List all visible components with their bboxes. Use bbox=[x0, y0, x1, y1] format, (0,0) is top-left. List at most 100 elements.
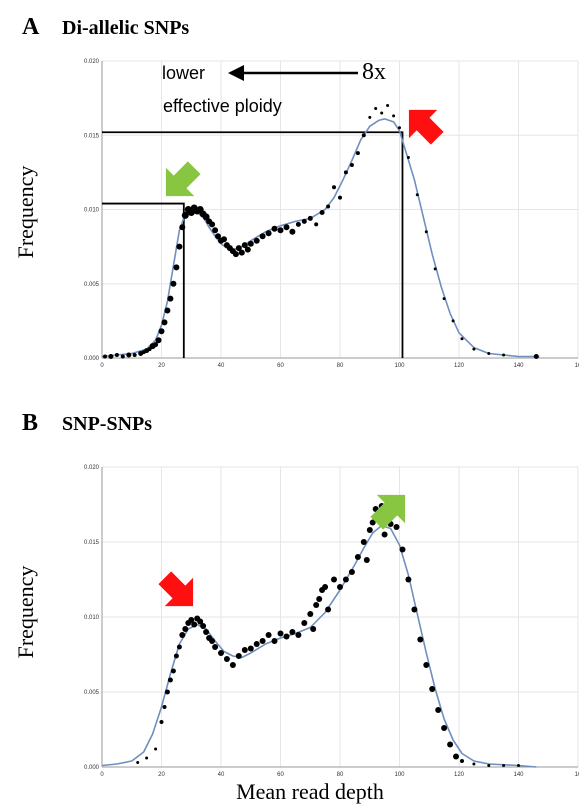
data-point bbox=[295, 632, 302, 638]
data-point bbox=[338, 195, 342, 200]
data-point bbox=[159, 720, 164, 724]
data-point bbox=[247, 240, 254, 247]
y-tick-label: 0.020 bbox=[84, 465, 100, 471]
data-point bbox=[502, 353, 506, 357]
data-point bbox=[433, 267, 437, 271]
data-point bbox=[447, 741, 454, 748]
annotation-8x: 8x bbox=[362, 59, 386, 85]
x-tick-label: 120 bbox=[454, 772, 465, 778]
data-point bbox=[502, 764, 506, 767]
data-point bbox=[435, 707, 442, 713]
data-point bbox=[313, 602, 320, 608]
x-tick-label: 20 bbox=[158, 772, 165, 778]
data-point bbox=[212, 644, 219, 650]
data-point bbox=[181, 211, 189, 219]
data-point bbox=[283, 224, 290, 231]
annotation-lower: lower bbox=[162, 63, 205, 83]
data-point bbox=[283, 633, 290, 640]
data-point bbox=[487, 352, 491, 355]
data-point bbox=[331, 576, 337, 583]
data-point bbox=[103, 354, 107, 359]
data-point bbox=[453, 753, 459, 760]
data-point bbox=[325, 606, 332, 613]
y-tick-label: 0.015 bbox=[84, 133, 100, 139]
data-point bbox=[158, 328, 165, 335]
data-point bbox=[164, 307, 171, 314]
data-point bbox=[179, 224, 186, 231]
data-point bbox=[176, 243, 183, 250]
left-arrow-icon bbox=[228, 65, 358, 81]
x-tick-label: 60 bbox=[277, 772, 284, 778]
data-point bbox=[173, 264, 180, 271]
data-point bbox=[349, 163, 354, 167]
data-point bbox=[223, 656, 230, 662]
panel-b-letter: B bbox=[22, 410, 38, 436]
data-point bbox=[191, 621, 198, 628]
data-point bbox=[218, 650, 224, 656]
panel-b-xlabel: Mean read depth bbox=[236, 779, 384, 804]
data-point bbox=[369, 519, 376, 526]
data-point bbox=[114, 353, 119, 357]
x-tick-label: 140 bbox=[513, 772, 524, 778]
data-point bbox=[209, 638, 216, 644]
data-point bbox=[253, 237, 260, 244]
data-point bbox=[173, 653, 179, 659]
data-point bbox=[411, 606, 418, 613]
data-point bbox=[393, 524, 400, 530]
data-point bbox=[154, 747, 158, 751]
data-point bbox=[212, 227, 219, 234]
data-point bbox=[244, 246, 251, 253]
x-tick-label: 140 bbox=[513, 363, 524, 369]
x-tick-label: 16 bbox=[575, 772, 579, 778]
guide-line bbox=[102, 131, 404, 358]
data-point bbox=[322, 584, 329, 590]
data-point bbox=[307, 215, 313, 221]
data-point bbox=[182, 626, 189, 632]
data-point bbox=[167, 295, 174, 302]
red-arrow-icon-a bbox=[408, 109, 444, 145]
y-tick-label: 0.005 bbox=[84, 690, 100, 696]
data-point bbox=[170, 280, 177, 287]
data-point bbox=[170, 668, 176, 674]
guide-line bbox=[102, 202, 185, 358]
data-point bbox=[533, 354, 539, 359]
data-point bbox=[247, 645, 254, 652]
x-tick-label: 40 bbox=[218, 772, 225, 778]
data-point bbox=[386, 104, 390, 107]
x-tick-label: 40 bbox=[218, 363, 225, 369]
data-point bbox=[265, 632, 272, 638]
data-point bbox=[259, 638, 266, 644]
annotation-effective-ploidy: effective ploidy bbox=[163, 96, 282, 116]
density-curve bbox=[101, 524, 537, 768]
data-point bbox=[241, 242, 248, 249]
data-point bbox=[202, 213, 210, 221]
green-arrow-icon-a bbox=[165, 161, 201, 197]
data-point bbox=[241, 647, 248, 653]
panel-a-ylabel: Frequency bbox=[13, 166, 38, 259]
data-point bbox=[441, 725, 448, 731]
panel-a-letter: A bbox=[22, 14, 40, 40]
data-point bbox=[374, 107, 378, 110]
data-point bbox=[380, 111, 384, 115]
data-point bbox=[487, 764, 491, 767]
data-point bbox=[363, 557, 370, 563]
data-point bbox=[424, 230, 428, 234]
data-point bbox=[215, 233, 221, 240]
data-point bbox=[203, 629, 210, 635]
data-point bbox=[354, 554, 361, 560]
panel-b-plot: 0.000 0.005 0.010 0.015 0.020 0 20 40 60 80 100 120… bbox=[84, 465, 579, 778]
data-point bbox=[229, 662, 236, 668]
data-point bbox=[271, 225, 278, 232]
y-tick-label: 0.000 bbox=[84, 356, 100, 362]
data-point bbox=[472, 347, 476, 351]
y-tick-label: 0.010 bbox=[84, 615, 100, 621]
data-point bbox=[429, 686, 436, 692]
x-tick-label: 120 bbox=[454, 363, 465, 369]
data-point bbox=[368, 115, 372, 119]
data-point bbox=[517, 764, 520, 767]
red-arrow-icon-b bbox=[158, 571, 194, 607]
data-point bbox=[319, 210, 325, 215]
data-point bbox=[265, 230, 272, 237]
data-point bbox=[161, 319, 168, 326]
